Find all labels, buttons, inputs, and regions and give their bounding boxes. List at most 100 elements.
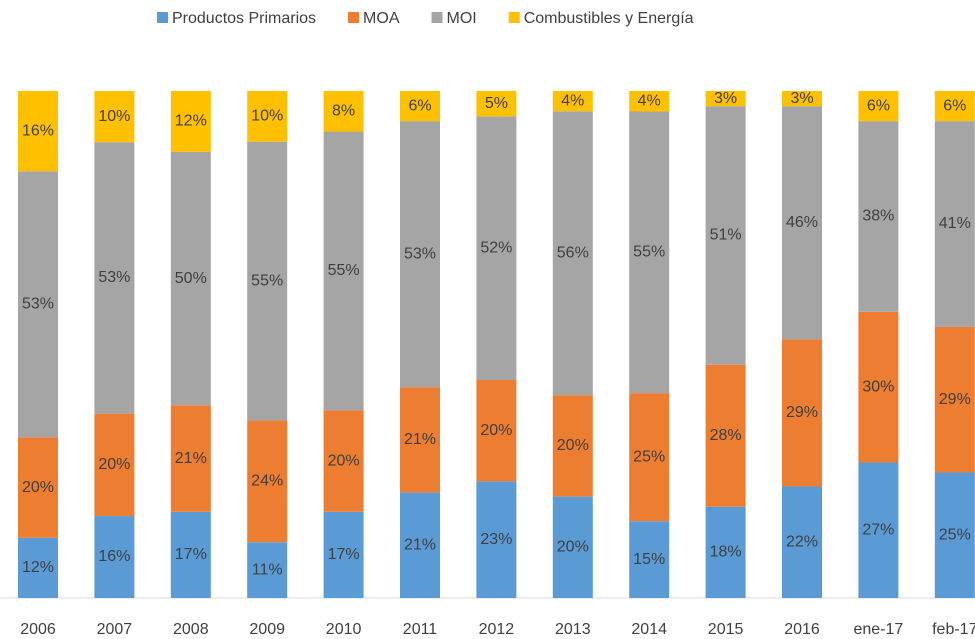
bar-segment xyxy=(94,142,135,414)
bar-segment xyxy=(476,481,517,598)
data-label: 53% xyxy=(98,269,130,286)
x-tick-label: ene-17 xyxy=(853,621,903,638)
x-tick-label: 2013 xyxy=(555,621,591,638)
bar-segment xyxy=(247,91,288,142)
bar-segment xyxy=(323,410,364,512)
data-label: 20% xyxy=(557,539,589,556)
bar-segment xyxy=(782,339,822,487)
data-label: 17% xyxy=(328,546,360,563)
bar-segment xyxy=(170,405,211,512)
data-label: 56% xyxy=(557,244,589,261)
data-label: 46% xyxy=(786,214,818,231)
bar-segment xyxy=(705,506,746,598)
bar-segment xyxy=(94,91,135,143)
data-label: 12% xyxy=(175,113,207,130)
data-label: 20% xyxy=(557,437,589,454)
bar-segment xyxy=(934,472,975,598)
bar-segment xyxy=(323,511,364,598)
data-label: 21% xyxy=(404,537,436,554)
data-label: 16% xyxy=(22,122,54,139)
data-label: 4% xyxy=(561,92,584,109)
data-label: 53% xyxy=(404,245,436,262)
bar-segment xyxy=(782,91,822,107)
data-label: 3% xyxy=(790,90,813,107)
data-label: 16% xyxy=(98,548,130,565)
data-label: 20% xyxy=(328,452,360,469)
bar-segment xyxy=(858,462,899,598)
data-label: 25% xyxy=(939,526,971,543)
data-label: 51% xyxy=(710,227,742,244)
bar-segment xyxy=(18,171,58,438)
bar-segment xyxy=(247,420,288,543)
data-label: 10% xyxy=(98,108,130,125)
legend-swatch xyxy=(348,12,360,23)
legend-label: MOA xyxy=(363,10,400,27)
data-label: 24% xyxy=(251,473,283,490)
data-label: 11% xyxy=(252,561,283,578)
bar-segment xyxy=(858,311,899,463)
bar-segment xyxy=(94,413,135,517)
data-label: 20% xyxy=(98,456,130,473)
data-label: 38% xyxy=(862,208,894,225)
bar-segment xyxy=(705,364,746,507)
data-label: 5% xyxy=(485,95,508,112)
bar-segment xyxy=(858,91,899,122)
bar-segment xyxy=(170,151,211,406)
bar-segment xyxy=(629,111,670,394)
bar-segment xyxy=(934,91,975,122)
x-tick-label: 2010 xyxy=(326,621,362,638)
bar-segment xyxy=(400,492,440,598)
bar-segment xyxy=(552,91,593,112)
bar-segment xyxy=(858,121,899,312)
bar-segment xyxy=(476,91,517,117)
data-label: 20% xyxy=(480,422,512,439)
data-label: 55% xyxy=(251,272,283,289)
data-label: 15% xyxy=(633,551,665,568)
bar-segment xyxy=(247,542,288,598)
data-label: 23% xyxy=(480,531,512,548)
x-tick-label: feb-17 xyxy=(932,621,975,638)
x-tick-label: 2015 xyxy=(708,621,744,638)
bar-segment xyxy=(705,106,746,365)
bar-segment xyxy=(400,387,440,493)
data-label: 29% xyxy=(786,404,818,421)
bar-segment xyxy=(629,393,670,522)
data-label: 3% xyxy=(714,90,737,107)
bar-segment xyxy=(323,91,364,132)
x-tick-label: 2016 xyxy=(784,621,820,638)
x-tick-label: 2011 xyxy=(403,621,438,638)
bar-segment xyxy=(629,91,670,112)
bar-segment xyxy=(552,395,593,497)
x-tick-label: 2014 xyxy=(631,621,667,638)
data-label: 4% xyxy=(638,92,661,109)
data-label: 22% xyxy=(786,533,818,550)
data-label: 18% xyxy=(710,544,742,561)
bar-segment xyxy=(705,91,746,107)
x-tick-label: 2008 xyxy=(173,621,209,638)
data-label: 28% xyxy=(710,427,742,444)
bar-segment xyxy=(323,131,364,411)
bar-segment xyxy=(782,106,822,340)
data-label: 52% xyxy=(480,239,512,256)
data-label: 17% xyxy=(175,546,207,563)
x-tick-label: 2007 xyxy=(97,621,133,638)
legend-swatch xyxy=(157,12,168,23)
legend-label: Productos Primarios xyxy=(172,10,316,27)
bar-segment xyxy=(934,326,975,473)
bar-segment xyxy=(476,116,517,380)
bar-segment xyxy=(170,511,211,598)
data-label: 50% xyxy=(175,270,207,287)
x-tick-label: 2012 xyxy=(479,621,515,638)
bar-segment xyxy=(552,496,593,598)
data-label: 27% xyxy=(862,521,894,538)
data-label: 6% xyxy=(408,97,431,114)
bar-segment xyxy=(782,486,822,598)
data-label: 41% xyxy=(939,215,971,232)
data-label: 12% xyxy=(22,559,54,576)
data-label: 10% xyxy=(251,108,283,125)
bar-segment xyxy=(552,111,593,396)
legend-swatch xyxy=(508,12,520,23)
bar-segment xyxy=(170,91,211,152)
bar-segment xyxy=(247,141,288,421)
